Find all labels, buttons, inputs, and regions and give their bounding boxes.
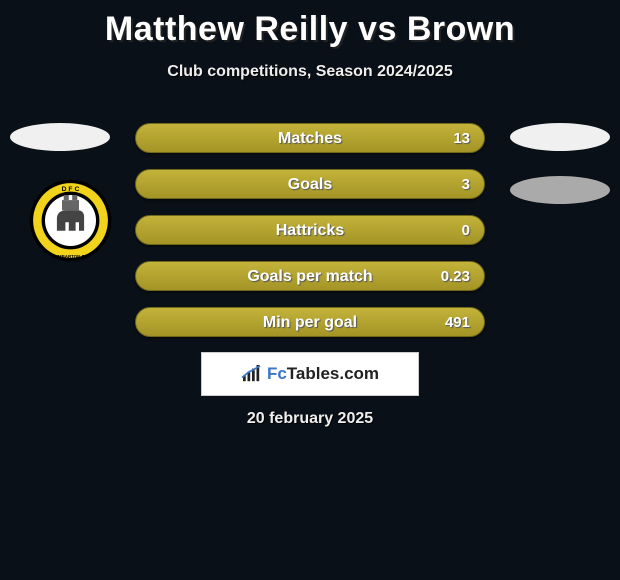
stat-value: 3 xyxy=(462,170,470,200)
stat-bar-goals: Goals 3 xyxy=(135,169,485,199)
brand-part2: Tables xyxy=(287,364,340,383)
stats-bars: Matches 13 Goals 3 Hattricks 0 Goals per… xyxy=(135,123,485,353)
player2-name: Brown xyxy=(407,10,515,48)
stat-bar-goals-per-match: Goals per match 0.23 xyxy=(135,261,485,291)
stat-bar-matches: Matches 13 xyxy=(135,123,485,153)
page-title: Matthew Reilly vs Brown xyxy=(0,0,620,49)
stat-label: Hattricks xyxy=(136,216,484,246)
subtitle: Club competitions, Season 2024/2025 xyxy=(0,63,620,81)
stat-label: Goals per match xyxy=(136,262,484,292)
player1-name: Matthew Reilly xyxy=(105,10,348,48)
stat-value: 0 xyxy=(462,216,470,246)
stat-value: 0.23 xyxy=(441,262,470,292)
stat-bar-min-per-goal: Min per goal 491 xyxy=(135,307,485,337)
stat-label: Min per goal xyxy=(136,308,484,338)
stat-value: 491 xyxy=(445,308,470,338)
right-shape-1 xyxy=(510,123,610,151)
stat-label: Matches xyxy=(136,124,484,154)
brand-part1: Fc xyxy=(267,364,287,383)
vs-text: vs xyxy=(358,10,397,48)
club-crest-icon: D F C DUMBARTON F.C. xyxy=(28,178,113,263)
brand-text: FcTables.com xyxy=(267,364,379,384)
brand-part3: .com xyxy=(339,364,379,383)
right-shape-2 xyxy=(510,176,610,204)
brand-badge: FcTables.com xyxy=(201,352,419,396)
stat-bar-hattricks: Hattricks 0 xyxy=(135,215,485,245)
stat-value: 13 xyxy=(453,124,470,154)
stat-label: Goals xyxy=(136,170,484,200)
bar-chart-icon xyxy=(241,365,263,383)
svg-text:D F C: D F C xyxy=(62,186,80,193)
svg-text:DUMBARTON F.C.: DUMBARTON F.C. xyxy=(52,254,90,259)
date-text: 20 february 2025 xyxy=(0,410,620,428)
left-shape-1 xyxy=(10,123,110,151)
